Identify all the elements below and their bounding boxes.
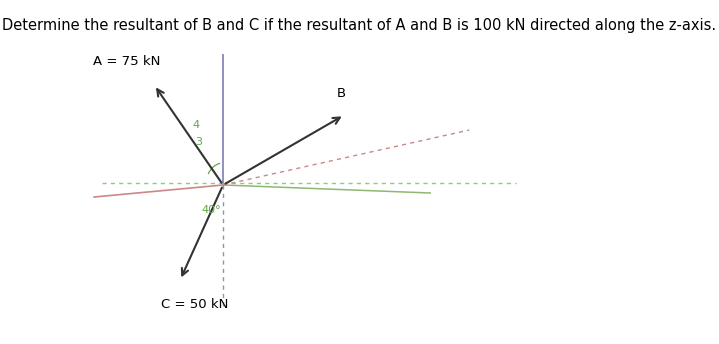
Text: Determine the resultant of B and C if the resultant of A and B is 100 kN directe: Determine the resultant of B and C if th… (2, 18, 717, 33)
Text: A = 75 kN: A = 75 kN (93, 55, 160, 68)
Text: B: B (336, 87, 346, 100)
Text: 40°: 40° (201, 205, 221, 215)
Text: C = 50 kN: C = 50 kN (160, 298, 228, 311)
Text: 4: 4 (193, 120, 200, 130)
Text: 3: 3 (195, 137, 202, 147)
